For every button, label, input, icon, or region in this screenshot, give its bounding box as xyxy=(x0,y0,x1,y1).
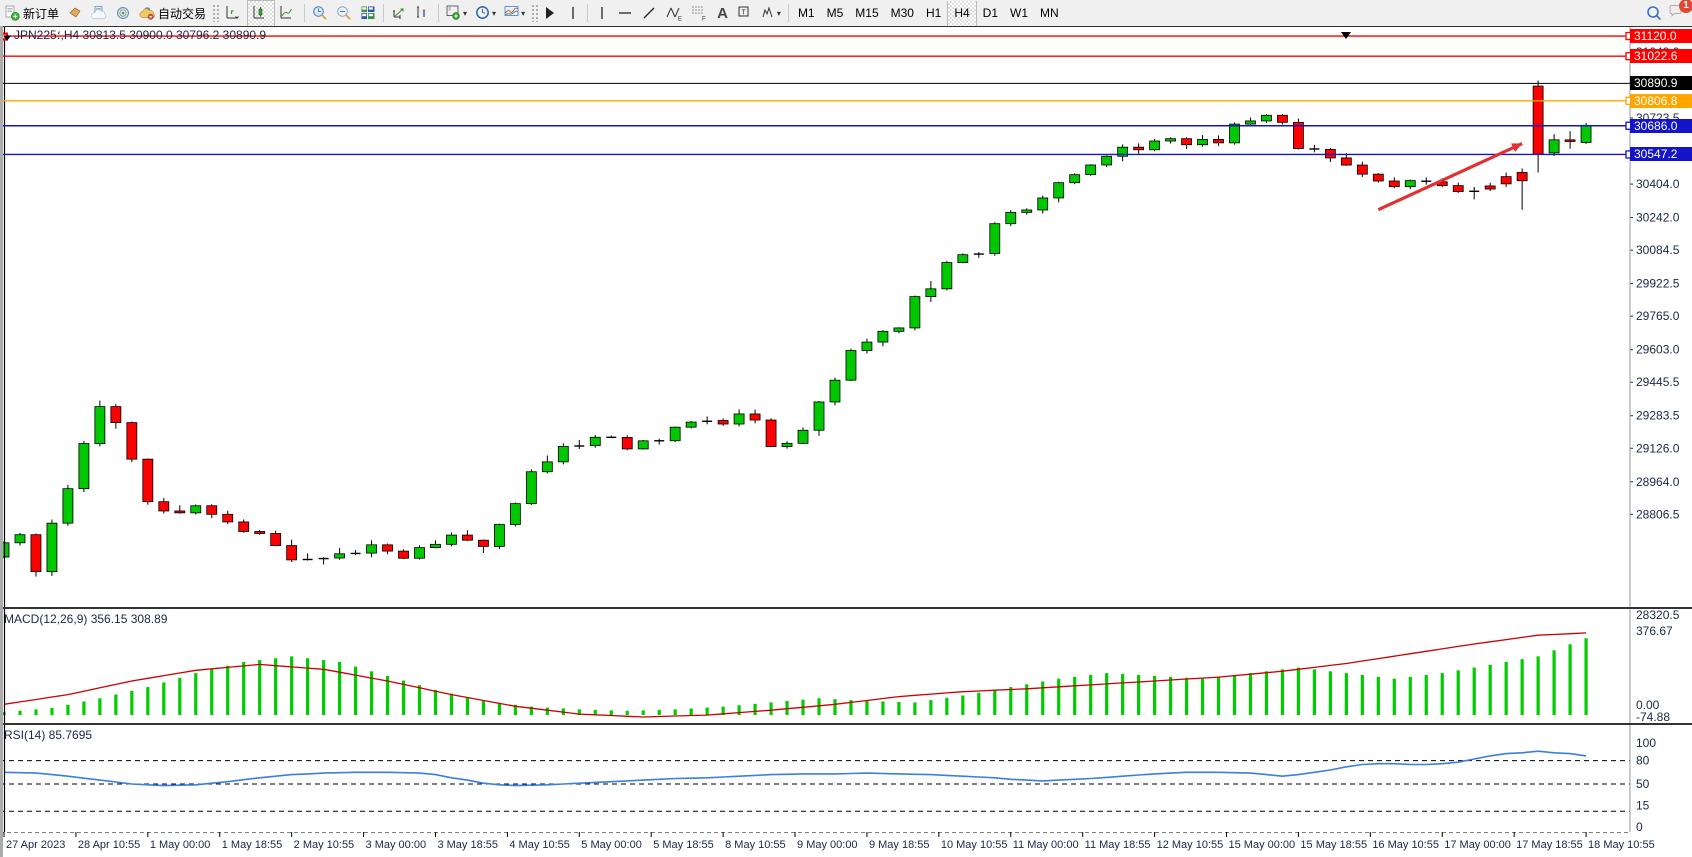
svg-text:18 May 10:55: 18 May 10:55 xyxy=(1588,839,1655,851)
svg-text:27 Apr 2023: 27 Apr 2023 xyxy=(6,839,65,851)
svg-text:2 May 10:55: 2 May 10:55 xyxy=(294,839,355,851)
svg-text:11 May 18:55: 11 May 18:55 xyxy=(1085,839,1151,851)
svg-text:T: T xyxy=(741,10,746,17)
svg-text:28320.5: 28320.5 xyxy=(1636,609,1680,622)
svg-text:RSI(14) 85.7695: RSI(14) 85.7695 xyxy=(4,728,92,742)
svg-text:11 May 00:00: 11 May 00:00 xyxy=(1013,839,1079,851)
svg-text:15 May 18:55: 15 May 18:55 xyxy=(1300,839,1367,851)
svg-text:29283.5: 29283.5 xyxy=(1636,409,1680,423)
svg-text:E: E xyxy=(678,17,682,22)
svg-text:30084.5: 30084.5 xyxy=(1636,243,1680,257)
svg-text:28964.0: 28964.0 xyxy=(1636,475,1680,489)
svg-text:30404.0: 30404.0 xyxy=(1636,177,1680,191)
svg-text:10 May 10:55: 10 May 10:55 xyxy=(941,839,1008,851)
svg-text:4 May 10:55: 4 May 10:55 xyxy=(509,839,570,851)
svg-text:0: 0 xyxy=(1636,820,1643,832)
svg-text:3 May 00:00: 3 May 00:00 xyxy=(366,839,427,851)
svg-text:1 May 18:55: 1 May 18:55 xyxy=(222,839,283,851)
svg-text:3 May 18:55: 3 May 18:55 xyxy=(437,839,498,851)
svg-text:F: F xyxy=(702,17,706,22)
svg-text:16 May 10:55: 16 May 10:55 xyxy=(1372,839,1439,851)
svg-text:29445.5: 29445.5 xyxy=(1636,375,1680,389)
svg-text:-74.88: -74.88 xyxy=(1636,710,1670,724)
svg-text:100: 100 xyxy=(1636,736,1656,750)
svg-text:29603.0: 29603.0 xyxy=(1636,343,1680,357)
svg-text:5 May 00:00: 5 May 00:00 xyxy=(581,839,642,851)
svg-text:5 May 18:55: 5 May 18:55 xyxy=(653,839,714,851)
svg-text:29922.5: 29922.5 xyxy=(1636,277,1680,291)
svg-text:80: 80 xyxy=(1636,754,1650,768)
svg-text:29765.0: 29765.0 xyxy=(1636,309,1680,323)
svg-text:17 May 00:00: 17 May 00:00 xyxy=(1444,839,1511,851)
svg-text:9 May 18:55: 9 May 18:55 xyxy=(869,839,930,851)
svg-text:8 May 10:55: 8 May 10:55 xyxy=(725,839,786,851)
svg-text:17 May 18:55: 17 May 18:55 xyxy=(1516,839,1583,851)
svg-text:9 May 00:00: 9 May 00:00 xyxy=(797,839,858,851)
svg-text:MACD(12,26,9) 356.15 308.89: MACD(12,26,9) 356.15 308.89 xyxy=(4,612,168,626)
svg-text:376.67: 376.67 xyxy=(1636,624,1673,638)
svg-text:29126.0: 29126.0 xyxy=(1636,441,1680,455)
svg-text:1 May 00:00: 1 May 00:00 xyxy=(150,839,211,851)
svg-text:28806.5: 28806.5 xyxy=(1636,507,1680,521)
svg-text:28 Apr 10:55: 28 Apr 10:55 xyxy=(78,839,140,851)
svg-text:30242.0: 30242.0 xyxy=(1636,211,1680,225)
svg-text:50: 50 xyxy=(1636,777,1650,791)
svg-text:15: 15 xyxy=(1636,798,1650,812)
svg-text:12 May 10:55: 12 May 10:55 xyxy=(1157,839,1224,851)
svg-text:15 May 00:00: 15 May 00:00 xyxy=(1229,839,1296,851)
